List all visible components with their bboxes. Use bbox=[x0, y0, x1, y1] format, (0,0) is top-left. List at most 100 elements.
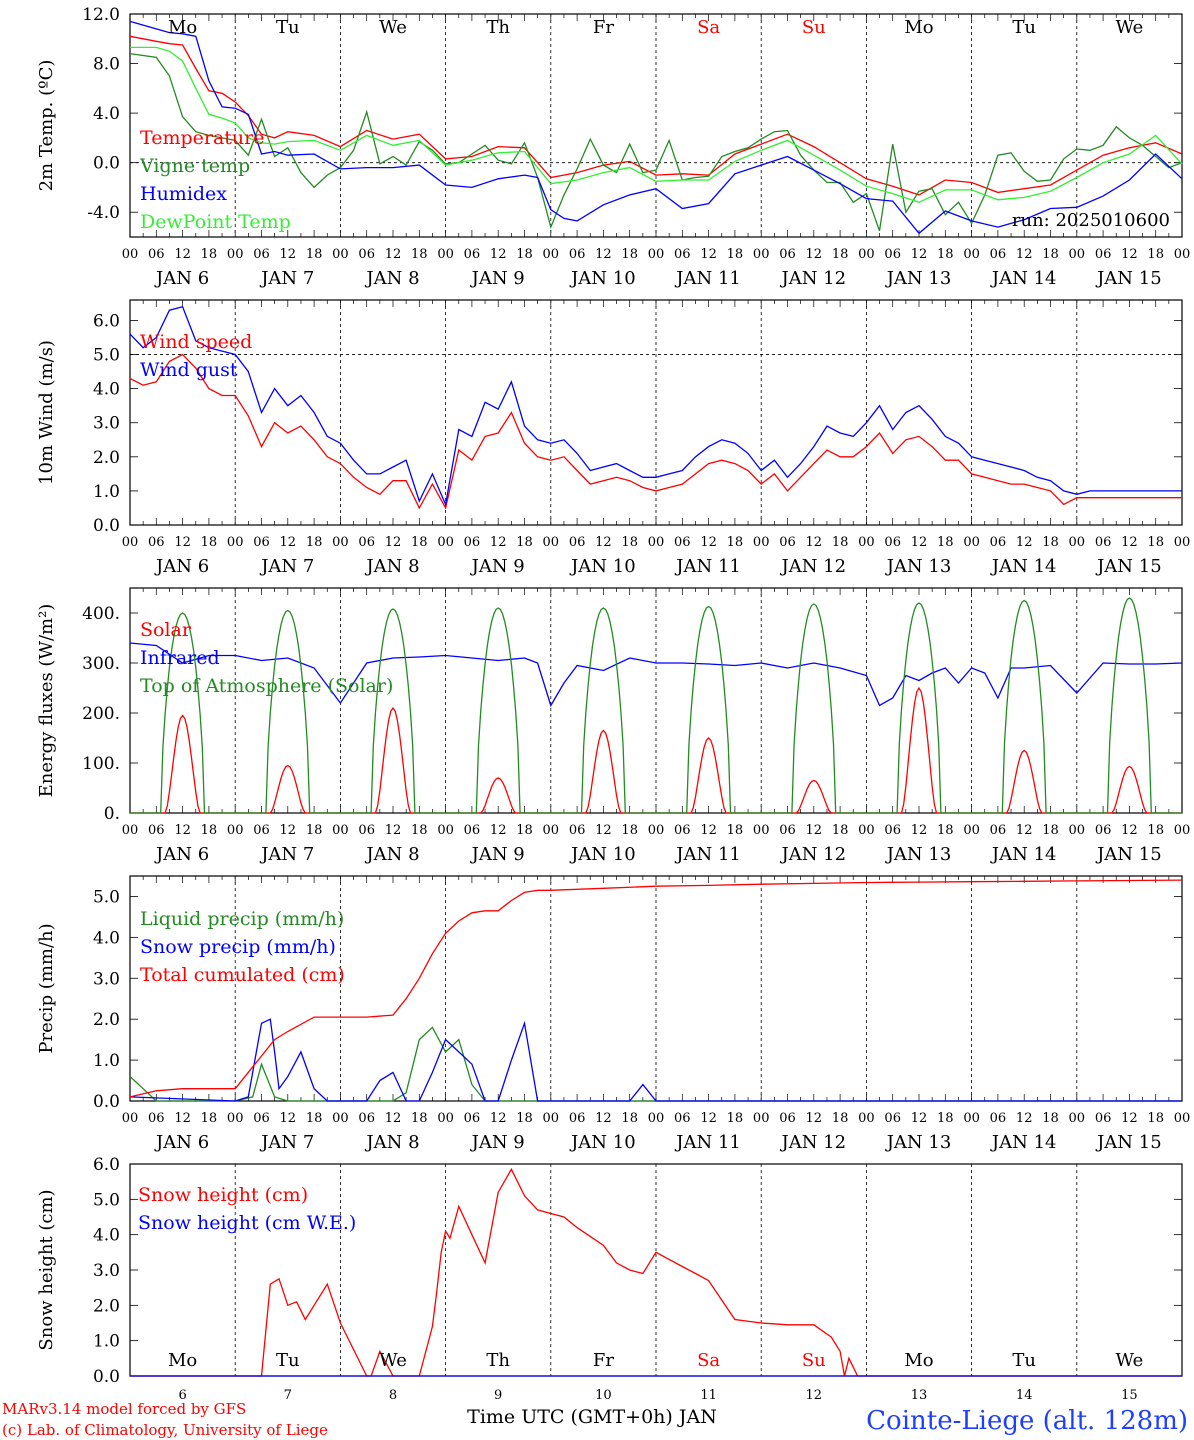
hour-label: 12 bbox=[174, 535, 191, 550]
date-label: JAN 12 bbox=[780, 556, 847, 577]
hour-label: 18 bbox=[1147, 823, 1164, 838]
hour-label: 00 bbox=[332, 1111, 349, 1126]
hour-label: 06 bbox=[569, 1111, 586, 1126]
day-number: 9 bbox=[494, 1388, 502, 1403]
hour-label: 12 bbox=[490, 535, 507, 550]
date-label: JAN 9 bbox=[470, 268, 525, 289]
series-line-temp-1 bbox=[129, 52, 1183, 232]
y-axis-label: 2m Temp. (ºC) bbox=[36, 60, 57, 192]
panel-temp: 12.0 8.0 4.0 0.0 -4.0 2m Temp. (ºC) 00 06 12 18 00… bbox=[36, 5, 1190, 289]
hour-label: 18 bbox=[727, 247, 744, 262]
hour-label: 12 bbox=[700, 1111, 717, 1126]
ytick-label: 4.0 bbox=[93, 928, 120, 948]
legend-entry: Snow precip (mm/h) bbox=[140, 936, 336, 958]
hour-label: 06 bbox=[569, 247, 586, 262]
hour-label: 06 bbox=[358, 535, 375, 550]
date-label: JAN 8 bbox=[364, 1132, 419, 1153]
day-abbrev: Th bbox=[486, 1350, 510, 1371]
legend-entry: Infrared bbox=[140, 647, 220, 669]
hour-label: 00 bbox=[753, 823, 770, 838]
hour-label: 06 bbox=[569, 535, 586, 550]
hour-label: 18 bbox=[516, 1111, 533, 1126]
footer: MARv3.14 model forced by GFS (c) Lab. of … bbox=[2, 1400, 1188, 1439]
hour-label: 18 bbox=[832, 535, 849, 550]
hour-label: 00 bbox=[227, 1111, 244, 1126]
hour-label: 12 bbox=[911, 823, 928, 838]
hour-label: 06 bbox=[884, 823, 901, 838]
hour-label: 18 bbox=[1042, 823, 1059, 838]
hour-label: 06 bbox=[253, 247, 270, 262]
hour-label: 00 bbox=[122, 1111, 139, 1126]
y-axis-label: 10m Wind (m/s) bbox=[36, 340, 57, 485]
date-label: JAN 13 bbox=[885, 1132, 952, 1153]
plot-frame bbox=[129, 13, 1183, 238]
hour-label: 12 bbox=[806, 1111, 823, 1126]
hour-label: 12 bbox=[280, 823, 297, 838]
y-axis-label: Snow height (cm) bbox=[36, 1189, 57, 1350]
series-line-temp-0 bbox=[129, 35, 1183, 196]
date-label: JAN 10 bbox=[569, 268, 636, 289]
hour-label: 00 bbox=[1174, 823, 1191, 838]
hour-label: 00 bbox=[1069, 823, 1086, 838]
day-number: 6 bbox=[178, 1388, 186, 1403]
hour-label: 00 bbox=[1069, 247, 1086, 262]
hour-label: 06 bbox=[990, 1111, 1007, 1126]
ytick-label: 0. bbox=[104, 804, 120, 824]
date-label: JAN 7 bbox=[259, 1132, 314, 1153]
hour-label: 06 bbox=[569, 823, 586, 838]
ytick-label: 0.0 bbox=[93, 516, 120, 536]
hour-label: 00 bbox=[543, 535, 560, 550]
hour-label: 12 bbox=[700, 823, 717, 838]
ytick-label: 5.0 bbox=[93, 887, 120, 907]
ytick-label: 2.0 bbox=[93, 1010, 120, 1030]
day-abbrev: Mo bbox=[904, 17, 933, 38]
hour-label: 18 bbox=[727, 1111, 744, 1126]
hour-label: 18 bbox=[832, 823, 849, 838]
legend-entry: Liquid precip (mm/h) bbox=[140, 908, 344, 930]
hour-label: 06 bbox=[1095, 535, 1112, 550]
ytick-label: 8.0 bbox=[93, 55, 120, 75]
hour-label: 06 bbox=[674, 247, 691, 262]
ytick-label: 200. bbox=[82, 704, 120, 724]
hour-label: 18 bbox=[306, 823, 323, 838]
hour-label: 00 bbox=[648, 247, 665, 262]
legend-entry: Vigne temp bbox=[139, 155, 250, 177]
hour-label: 06 bbox=[779, 823, 796, 838]
hour-label: 18 bbox=[621, 535, 638, 550]
date-label: JAN 15 bbox=[1095, 844, 1162, 865]
legend-entry: Wind gust bbox=[140, 359, 238, 381]
hour-label: 00 bbox=[332, 823, 349, 838]
hour-label: 12 bbox=[806, 823, 823, 838]
location-label: Cointe-Liege (alt. 128m) bbox=[866, 1406, 1188, 1436]
date-label: JAN 13 bbox=[885, 268, 952, 289]
hour-label: 12 bbox=[1016, 1111, 1033, 1126]
hour-label: 00 bbox=[437, 535, 454, 550]
hour-label: 12 bbox=[385, 823, 402, 838]
series-line-precip-2 bbox=[129, 879, 1183, 1098]
hour-label: 06 bbox=[779, 535, 796, 550]
hour-label: 12 bbox=[806, 247, 823, 262]
hour-label: 12 bbox=[490, 823, 507, 838]
ytick-label: 400. bbox=[82, 604, 120, 624]
footer-model-line: MARv3.14 model forced by GFS bbox=[2, 1400, 246, 1418]
date-label: JAN 9 bbox=[470, 844, 525, 865]
hour-label: 18 bbox=[937, 247, 954, 262]
hour-label: 00 bbox=[437, 247, 454, 262]
hour-label: 18 bbox=[937, 535, 954, 550]
axis-ticks bbox=[129, 300, 1183, 525]
series-line-temp-3 bbox=[130, 46, 1183, 203]
hour-label: 18 bbox=[516, 247, 533, 262]
ytick-label: 5.0 bbox=[93, 1190, 120, 1210]
ytick-label: 6.0 bbox=[93, 1155, 120, 1175]
day-number: 8 bbox=[389, 1388, 397, 1403]
hour-label: 00 bbox=[858, 247, 875, 262]
run-annotation: run: 2025010600 bbox=[1012, 210, 1170, 231]
hour-label: 12 bbox=[911, 535, 928, 550]
hour-label: 18 bbox=[411, 247, 428, 262]
ytick-label: -4.0 bbox=[87, 203, 120, 223]
hour-label: 18 bbox=[306, 247, 323, 262]
date-label: JAN 9 bbox=[470, 1132, 525, 1153]
date-label: JAN 8 bbox=[364, 268, 419, 289]
hour-label: 18 bbox=[621, 1111, 638, 1126]
hour-label: 12 bbox=[490, 1111, 507, 1126]
